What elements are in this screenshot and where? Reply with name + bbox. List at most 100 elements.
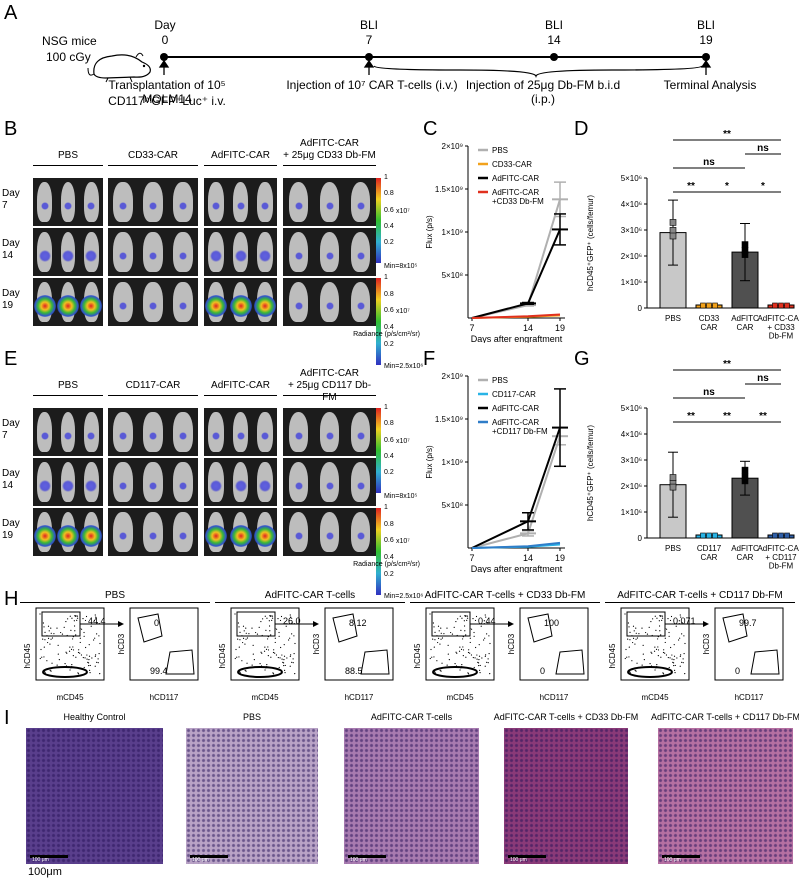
color-scale-tick: 1 — [384, 504, 388, 511]
x-tick-label: 7 — [469, 553, 474, 563]
axis-label: mCD45 — [251, 693, 279, 702]
mouse-icon — [87, 52, 151, 83]
bioluminescence-signal — [205, 525, 228, 547]
bioluminescence-signal — [325, 532, 334, 540]
color-scale-bar — [376, 178, 381, 263]
panel-label-c: C — [423, 118, 438, 140]
color-scale-tick: 0.6 — [384, 206, 394, 214]
bioluminescence-signal — [356, 252, 365, 260]
group-underline — [108, 165, 198, 166]
bioluminescence-signal — [149, 482, 157, 490]
category-label: AdFITC CAR — [731, 544, 759, 562]
bioluminescence-signal — [179, 302, 187, 310]
data-point — [778, 302, 784, 309]
y-tick-label: 2×10⁶ — [621, 252, 642, 261]
bioluminescence-signal — [119, 432, 127, 440]
flow-plot-pair: 44.4 hCD45 mCD45 0 99.4 hCD3 hCD117 — [23, 607, 199, 702]
color-scale-tick: 1 — [384, 404, 388, 411]
bioluminescence-signal — [179, 202, 187, 210]
category-label: CD33 CAR — [699, 314, 720, 332]
histology-title: PBS — [242, 712, 261, 722]
legend-label: AdFITC-CAR +CD33 Db-FM — [492, 188, 544, 206]
color-scale-tick: 0.4 — [384, 453, 394, 461]
bioluminescence-signal — [260, 432, 269, 440]
histology-title: Healthy Control — [63, 712, 126, 722]
flow-title: AdFITC-CAR T-cells — [264, 590, 356, 601]
legend-label: AdFITC-CAR +CD117 Db-FM — [492, 418, 548, 436]
color-scale-min: Min=8x10⁵ — [384, 493, 418, 500]
bioluminescence-signal — [236, 432, 245, 440]
color-scale-tick: 0.8 — [384, 420, 394, 428]
bioluminescence-signal — [294, 532, 303, 540]
axis-label: hCD45 — [23, 643, 32, 668]
legend-label: AdFITC-CAR — [492, 404, 539, 413]
y-tick-label: 5×10⁶ — [621, 174, 642, 183]
bli-image — [204, 408, 277, 456]
scale-bar — [30, 855, 68, 858]
bli-image — [283, 508, 376, 556]
bioluminescence-signal — [80, 525, 103, 547]
bioluminescence-signal — [356, 482, 365, 490]
y-tick-label: 1.5×10⁹ — [435, 415, 463, 424]
bioluminescence-signal — [62, 250, 74, 262]
bli-row-label: Day 19 — [2, 518, 20, 541]
bioluminescence-signal — [33, 295, 56, 317]
y-tick-label: 5×10⁸ — [442, 271, 463, 280]
cell-count-chart-cd33: 5×10⁶ 4×10⁶ 3×10⁶ 2×10⁶ 1×10⁶ 0 hCD45⁺GFP⁺ (ce… — [586, 129, 799, 341]
scale-bar-label: 100 μm — [510, 857, 527, 863]
scale-bar-label: 100 μm — [664, 857, 681, 863]
group-underline — [283, 165, 376, 166]
flow-plot-pair: 26.0 hCD45 mCD45 8.12 88.5 hCD3 hCD117 — [218, 607, 394, 702]
x-tick-label: 7 — [469, 323, 474, 333]
color-scale-tick: 0.6 — [384, 307, 394, 315]
histology-title: AdFITC-CAR T-cells + CD117 Db-FM — [651, 712, 799, 722]
histology-image: 100 μm — [186, 728, 318, 864]
bli-image — [108, 408, 198, 456]
axis-label: hCD117 — [345, 693, 374, 702]
y-axis-label: Flux (p/s) — [425, 215, 434, 249]
bioluminescence-signal — [179, 252, 187, 260]
bioluminescence-signal — [210, 250, 223, 262]
event-car-injection: Injection of 10⁷ CAR T-cells (i.v.) — [286, 78, 458, 92]
bioluminescence-signal — [149, 432, 157, 440]
flow-title-underline — [20, 602, 210, 603]
series-line — [471, 427, 561, 549]
bioluminescence-signal — [62, 480, 74, 492]
radiance-label: Radiance (p/s/cm²/sr) — [353, 331, 420, 338]
legend-label: PBS — [492, 376, 508, 385]
bioluminescence-signal — [64, 432, 72, 440]
bli-image — [283, 278, 376, 326]
data-point — [772, 532, 778, 539]
bioluminescence-signal — [294, 202, 303, 210]
y-tick-label: 3×10⁶ — [621, 456, 642, 465]
data-point — [669, 219, 677, 226]
bioluminescence-signal — [119, 532, 127, 540]
group-underline — [33, 395, 103, 396]
bli-image — [108, 178, 198, 226]
color-scale-tick: 0.2 — [384, 340, 394, 348]
bli-image — [204, 228, 277, 276]
bli-image — [283, 458, 376, 506]
y-tick-label: 5×10⁸ — [442, 501, 463, 510]
bar — [731, 477, 759, 539]
bli-image — [108, 508, 198, 556]
panel-label-a: A — [4, 2, 18, 24]
bioluminescence-signal — [258, 250, 271, 262]
histology-title: AdFITC-CAR T-cells — [370, 712, 453, 722]
tick-day-1: 7 — [365, 33, 373, 47]
bioluminescence-signal — [149, 532, 157, 540]
bli-image — [283, 408, 376, 456]
color-scale-tick: 0.2 — [384, 469, 394, 477]
data-point — [669, 474, 677, 481]
legend-label: PBS — [492, 146, 508, 155]
x-tick-label: 14 — [523, 323, 533, 333]
color-scale-tick: 0.2 — [384, 570, 394, 578]
data-point — [741, 477, 749, 485]
irradiation-dose: 100 cGy — [46, 50, 91, 64]
axis-label: hCD117 — [540, 693, 569, 702]
data-point — [669, 483, 677, 491]
panel-label-b: B — [4, 118, 18, 140]
color-scale-bar — [376, 508, 381, 595]
axis-label: mCD45 — [446, 693, 474, 702]
bioluminescence-signal — [253, 295, 276, 317]
